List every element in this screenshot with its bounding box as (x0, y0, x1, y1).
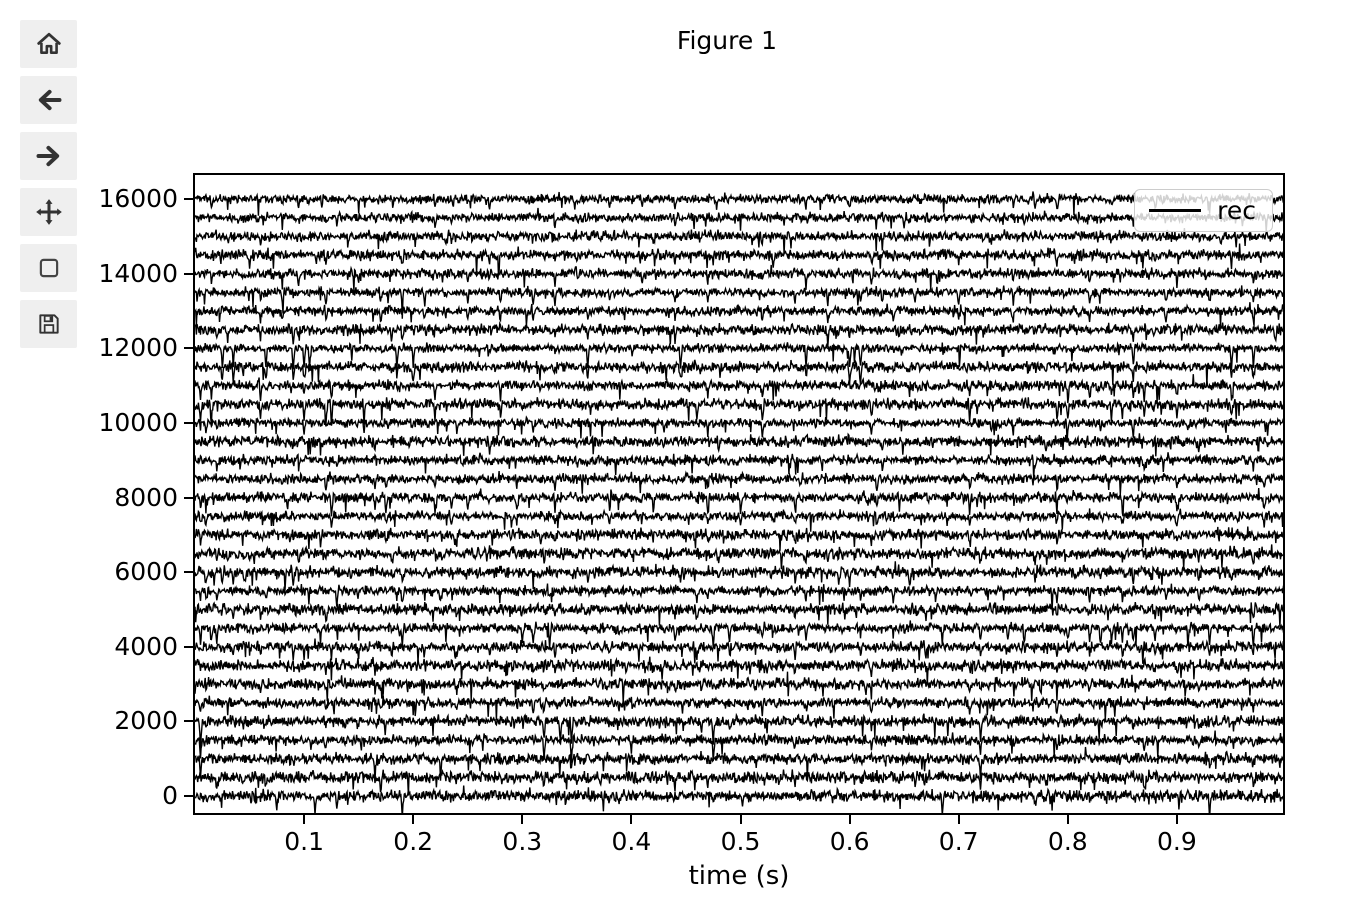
y-tick-label: 14000 (98, 258, 178, 288)
x-tick-mark (1175, 815, 1178, 824)
trace-channel-11 (195, 583, 1283, 610)
trace-channel-9 (195, 620, 1283, 649)
y-tick-mark (184, 496, 193, 499)
y-tick-label: 4000 (114, 631, 178, 661)
trace-channel-16 (195, 488, 1283, 517)
toolbar-button-save[interactable] (20, 300, 77, 348)
y-tick-mark (184, 795, 193, 797)
y-tick-mark (184, 347, 193, 350)
y-tick-label: 8000 (114, 482, 178, 512)
back-arrow-icon (35, 86, 63, 114)
trace-channel-0 (195, 785, 1283, 813)
x-tick-label: 0.7 (938, 827, 979, 856)
trace-channel-19 (195, 432, 1283, 457)
trace-channel-24 (195, 341, 1283, 371)
y-tick-label: 2000 (114, 706, 178, 736)
y-tick-mark (184, 571, 193, 574)
x-tick-mark (630, 815, 633, 824)
trace-channel-20 (195, 415, 1283, 442)
traces-canvas[interactable] (195, 175, 1283, 813)
x-tick-mark (303, 815, 306, 824)
y-tick-mark (184, 720, 193, 723)
y-tick-label: 0 (162, 781, 178, 810)
y-tick-label: 10000 (98, 407, 178, 437)
trace-channel-31 (195, 207, 1283, 232)
forward-arrow-icon (35, 142, 63, 170)
trace-channel-6 (195, 671, 1283, 703)
x-tick-mark (739, 815, 742, 824)
x-tick-label: 0.8 (1047, 827, 1088, 856)
x-tick-label: 0.2 (393, 827, 434, 856)
x-axis-label: time (s) (688, 861, 790, 891)
trace-channel-7 (195, 656, 1283, 685)
trace-channel-10 (195, 601, 1283, 627)
y-tick-label: 12000 (98, 333, 178, 363)
trace-channel-2 (195, 746, 1283, 782)
trace-channel-27 (195, 285, 1283, 319)
trace-channel-1 (195, 768, 1283, 796)
trace-channel-21 (195, 395, 1283, 426)
y-tick-label: 16000 (98, 184, 178, 213)
legend-label: rec (1217, 196, 1256, 225)
save-icon (36, 311, 62, 337)
y-tick-mark (184, 645, 193, 648)
trace-channel-23 (195, 359, 1283, 386)
trace-channel-17 (195, 470, 1283, 495)
y-tick-mark (184, 421, 193, 424)
trace-channel-4 (195, 712, 1283, 749)
x-tick-label: 0.9 (1157, 827, 1197, 856)
trace-channel-3 (195, 730, 1283, 764)
x-tick-label: 0.4 (611, 827, 652, 856)
home-icon (36, 31, 62, 57)
zoom-rect-icon (36, 255, 62, 281)
trace-channel-8 (195, 638, 1283, 664)
x-tick-mark (412, 815, 415, 824)
trace-channel-13 (195, 544, 1283, 570)
trace-channel-12 (195, 561, 1283, 591)
toolbar-button-zoom[interactable] (20, 244, 77, 292)
trace-channel-28 (195, 264, 1283, 291)
toolbar-button-forward[interactable] (20, 132, 77, 180)
legend: rec (1134, 189, 1273, 232)
x-tick-label: 0.6 (829, 827, 870, 856)
figure-toolbar (20, 20, 77, 348)
trace-channel-25 (195, 320, 1283, 347)
trace-channel-32 (195, 191, 1283, 216)
trace-channel-18 (195, 452, 1283, 478)
trace-channel-26 (195, 302, 1283, 327)
toolbar-button-pan[interactable] (20, 188, 77, 236)
toolbar-button-home[interactable] (20, 20, 77, 68)
y-tick-mark (184, 272, 193, 275)
trace-channel-15 (195, 508, 1283, 532)
figure-title: Figure 1 (676, 26, 778, 55)
x-tick-label: 0.5 (720, 827, 761, 856)
x-tick-mark (957, 815, 960, 824)
x-tick-label: 0.1 (284, 827, 324, 856)
y-tick-mark (184, 198, 193, 200)
legend-line-sample (1149, 209, 1202, 212)
y-tick-label: 6000 (114, 557, 178, 587)
trace-channel-29 (195, 243, 1283, 275)
x-tick-mark (848, 815, 851, 824)
trace-channel-22 (195, 374, 1283, 404)
trace-channel-5 (195, 695, 1283, 721)
trace-channel-30 (195, 227, 1283, 255)
pan-icon (35, 198, 63, 226)
trace-channel-14 (195, 526, 1283, 551)
x-tick-mark (1066, 815, 1069, 824)
plot-area: rec (193, 173, 1285, 815)
x-tick-mark (521, 815, 524, 824)
toolbar-button-back[interactable] (20, 76, 77, 124)
x-tick-label: 0.3 (502, 827, 543, 856)
